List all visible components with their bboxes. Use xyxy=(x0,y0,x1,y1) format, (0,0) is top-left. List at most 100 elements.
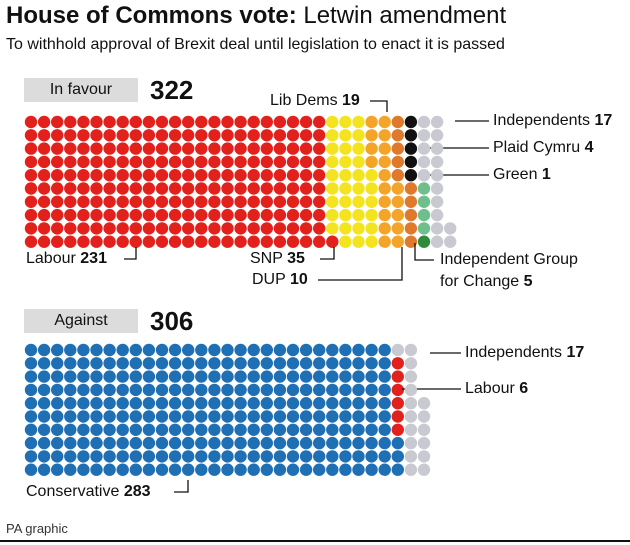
dot xyxy=(391,423,404,436)
dot xyxy=(116,397,129,410)
dot xyxy=(247,343,260,357)
dot xyxy=(417,423,431,436)
dot xyxy=(299,436,313,450)
leader-line xyxy=(318,247,403,281)
dot xyxy=(417,155,431,169)
dot xyxy=(260,208,273,222)
dot xyxy=(142,208,156,222)
dot xyxy=(430,222,444,235)
dot xyxy=(391,450,404,463)
dot xyxy=(286,343,300,357)
dot xyxy=(260,222,273,235)
dot xyxy=(326,423,339,436)
dot xyxy=(182,436,195,450)
dot xyxy=(195,397,208,410)
panel-label: Against xyxy=(24,309,138,333)
dot xyxy=(260,436,273,450)
dot xyxy=(339,142,352,155)
dot xyxy=(208,357,221,370)
dot xyxy=(155,463,169,476)
dot xyxy=(155,343,169,357)
dot xyxy=(260,182,273,195)
dot xyxy=(24,115,38,129)
dot xyxy=(417,450,431,463)
dot xyxy=(273,436,287,450)
dot xyxy=(326,115,339,129)
dot xyxy=(404,182,418,195)
dot xyxy=(37,115,51,129)
series-name: Lib Dems xyxy=(270,92,338,109)
dot xyxy=(24,169,38,182)
dot xyxy=(221,410,234,423)
dot xyxy=(103,423,116,436)
dot xyxy=(260,450,273,463)
dot xyxy=(64,357,77,370)
dot xyxy=(168,436,182,450)
dot xyxy=(339,343,352,357)
dot xyxy=(430,169,444,182)
dot xyxy=(260,383,273,397)
dot xyxy=(404,195,418,208)
dot xyxy=(77,208,90,222)
dot xyxy=(326,370,339,383)
dot xyxy=(352,463,365,476)
dot xyxy=(103,463,116,476)
dot xyxy=(208,182,221,195)
dot xyxy=(168,142,182,155)
dot xyxy=(208,142,221,155)
dot xyxy=(142,436,156,450)
dot xyxy=(64,182,77,195)
dot xyxy=(234,370,247,383)
dot xyxy=(168,357,182,370)
dot xyxy=(352,383,365,397)
dot xyxy=(142,195,156,208)
dot xyxy=(417,463,431,476)
dot xyxy=(142,169,156,182)
dot xyxy=(378,423,391,436)
dot xyxy=(273,397,287,410)
dot xyxy=(221,129,234,142)
dot xyxy=(417,410,431,423)
dot xyxy=(260,169,273,182)
dot xyxy=(37,142,51,155)
dot xyxy=(24,383,38,397)
dot xyxy=(90,129,103,142)
dot xyxy=(365,343,378,357)
dot xyxy=(103,383,116,397)
dot xyxy=(168,115,182,129)
dot xyxy=(208,222,221,235)
dot xyxy=(208,410,221,423)
dot xyxy=(234,343,247,357)
dot xyxy=(221,357,234,370)
dot xyxy=(234,397,247,410)
series-name: Green xyxy=(493,166,538,183)
dot xyxy=(103,450,116,463)
dot xyxy=(326,155,339,169)
dot xyxy=(326,208,339,222)
dot xyxy=(155,383,169,397)
dot xyxy=(37,436,51,450)
dot xyxy=(37,208,51,222)
dot xyxy=(404,370,418,383)
dot xyxy=(378,182,391,195)
dot xyxy=(103,410,116,423)
dot xyxy=(339,169,352,182)
dot xyxy=(208,169,221,182)
dot xyxy=(103,397,116,410)
dot xyxy=(195,169,208,182)
series-name: Labour xyxy=(465,380,515,397)
dot xyxy=(299,383,313,397)
series-value: 231 xyxy=(80,250,107,267)
dot xyxy=(182,463,195,476)
dot xyxy=(247,208,260,222)
dot xyxy=(444,235,457,248)
dot xyxy=(24,423,38,436)
dot xyxy=(116,343,129,357)
dot xyxy=(221,436,234,450)
dot xyxy=(208,129,221,142)
dot xyxy=(234,182,247,195)
series-label: Lib Dems 19 xyxy=(270,90,360,112)
dot xyxy=(286,370,300,383)
dot xyxy=(51,142,64,155)
